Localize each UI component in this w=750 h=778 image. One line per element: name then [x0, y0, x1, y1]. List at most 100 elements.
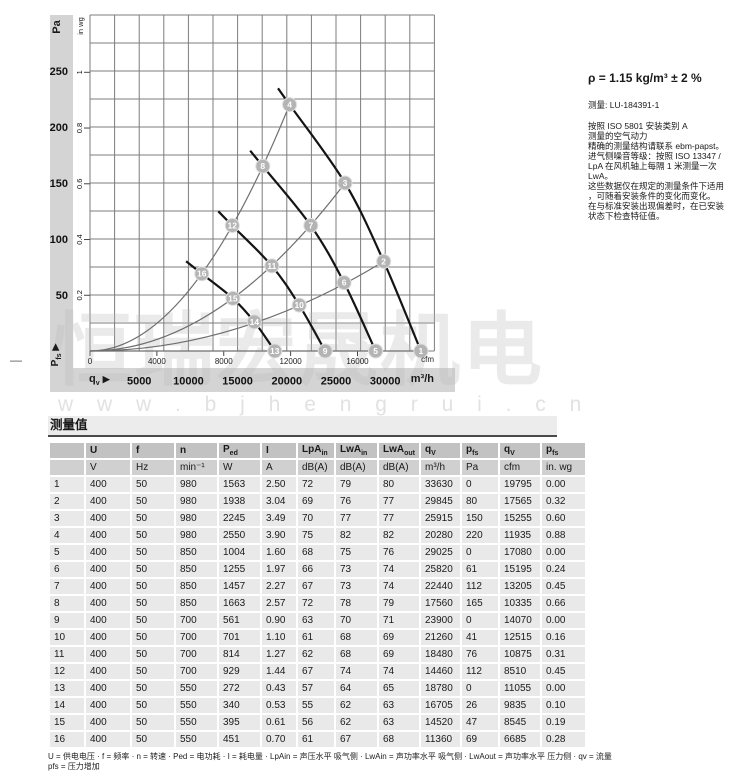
table-cell: 400 — [86, 596, 130, 611]
table-cell: 75 — [298, 528, 334, 543]
table-cell: 0.00 — [542, 681, 585, 696]
table-cell: I — [262, 443, 296, 458]
table-cell: 400 — [86, 579, 130, 594]
table-cell: 14070 — [500, 613, 540, 628]
table-cell: 2.50 — [262, 477, 296, 492]
table-cell: 50 — [132, 715, 174, 730]
table-cell: 10875 — [500, 647, 540, 662]
x-axis-unit-cfm: cfm — [408, 355, 434, 364]
table-cell: 61 — [298, 630, 334, 645]
table-cell: 0 — [462, 545, 498, 560]
table-cell: 11 — [50, 647, 84, 662]
table-cell: 814 — [219, 647, 260, 662]
table-cell: 0.28 — [542, 732, 585, 747]
table-cell: 74 — [379, 579, 419, 594]
table-cell: 2550 — [219, 528, 260, 543]
svg-text:10: 10 — [294, 300, 304, 310]
legend-line-1: U = 供电电压 · f = 频率 · n = 转速 · Ped = 电功耗 ·… — [48, 752, 708, 762]
table-cell: 13205 — [500, 579, 540, 594]
table-cell: 0.00 — [542, 545, 585, 560]
x-tick-m3h: 10000 — [173, 376, 204, 388]
y-tick-pa: 150 — [50, 178, 68, 190]
y-tick-inwg: 1 — [75, 70, 84, 74]
table-cell: 850 — [176, 562, 217, 577]
table-cell: 79 — [379, 596, 419, 611]
table-cell: 62 — [336, 715, 377, 730]
table-cell: 61 — [298, 732, 334, 747]
table-cell: 50 — [132, 511, 174, 526]
table-row: 16400505504510.70616768113606966850.28 — [50, 732, 585, 747]
svg-text:15: 15 — [228, 293, 238, 303]
table-cell: 561 — [219, 613, 260, 628]
table-cell: 20280 — [421, 528, 460, 543]
table-row: 74005085014572.2767737422440112132050.45 — [50, 579, 585, 594]
table-cell: 700 — [176, 613, 217, 628]
table-cell: 71 — [379, 613, 419, 628]
table-cell: min⁻¹ — [176, 460, 217, 475]
table-cell: 67 — [298, 664, 334, 679]
table-cell: 0.00 — [542, 477, 585, 492]
table-cell: 0.70 — [262, 732, 296, 747]
operating-point-marker-7: 7 — [304, 219, 318, 233]
operating-point-marker-15: 15 — [226, 291, 240, 305]
table-cell: 73 — [336, 562, 377, 577]
table-row: 10400507007011.106168692126041125150.16 — [50, 630, 585, 645]
table-cell: 220 — [462, 528, 498, 543]
table-cell: 80 — [379, 477, 419, 492]
table-cell: 12515 — [500, 630, 540, 645]
table-cell: 550 — [176, 732, 217, 747]
table-cell: 67 — [336, 732, 377, 747]
table-cell: 68 — [298, 545, 334, 560]
table-cell: 1938 — [219, 494, 260, 509]
table-cell: 76 — [462, 647, 498, 662]
legend-line-2: pfs = 压力增加 — [48, 762, 708, 772]
table-cell: 2.27 — [262, 579, 296, 594]
table-cell: 69 — [379, 647, 419, 662]
table-cell: 400 — [86, 630, 130, 645]
table-cell: 74 — [379, 562, 419, 577]
table-cell: 50 — [132, 545, 174, 560]
table-cell: 50 — [132, 528, 174, 543]
table-cell: 850 — [176, 596, 217, 611]
svg-text:12: 12 — [228, 221, 238, 231]
table-cell: 112 — [462, 664, 498, 679]
table-cell: 14460 — [421, 664, 460, 679]
table-cell: 50 — [132, 579, 174, 594]
operating-point-marker-5: 5 — [369, 344, 383, 358]
svg-text:9: 9 — [323, 346, 328, 356]
table-cell: 0.24 — [542, 562, 585, 577]
table-cell: 0.45 — [542, 664, 585, 679]
x-tick-cfm: 0 — [88, 357, 93, 366]
table-cell: 701 — [219, 630, 260, 645]
table-cell: 2245 — [219, 511, 260, 526]
table-cell: 68 — [379, 732, 419, 747]
y-tick-inwg: 0.2 — [75, 290, 84, 300]
table-cell: 25820 — [421, 562, 460, 577]
table-cell: 2.57 — [262, 596, 296, 611]
table-cell: 400 — [86, 562, 130, 577]
table-cell: 18480 — [421, 647, 460, 662]
table-cell: A — [262, 460, 296, 475]
table-cell: 16 — [50, 732, 84, 747]
table-cell: 0 — [462, 477, 498, 492]
svg-text:5: 5 — [373, 346, 378, 356]
operating-point-marker-8: 8 — [256, 159, 270, 173]
table-cell: 0.53 — [262, 698, 296, 713]
table-cell: 550 — [176, 715, 217, 730]
operating-point-marker-10: 10 — [292, 298, 306, 312]
table-cell: 63 — [379, 715, 419, 730]
table-cell: 850 — [176, 545, 217, 560]
table-cell: dB(A) — [336, 460, 377, 475]
table-cell: 700 — [176, 647, 217, 662]
table-cell: 550 — [176, 698, 217, 713]
table-cell: 1457 — [219, 579, 260, 594]
operating-point-marker-12: 12 — [225, 219, 239, 233]
y-tick-pa: 100 — [50, 234, 68, 246]
table-cell: 29025 — [421, 545, 460, 560]
table-cell: 77 — [379, 511, 419, 526]
x-tick-cfm: 4000 — [148, 357, 166, 366]
table-row: 9400507005610.90637071239000140700.00 — [50, 613, 585, 628]
table-cell: 13 — [50, 681, 84, 696]
table-cell: 69 — [462, 732, 498, 747]
table-cell: 400 — [86, 664, 130, 679]
